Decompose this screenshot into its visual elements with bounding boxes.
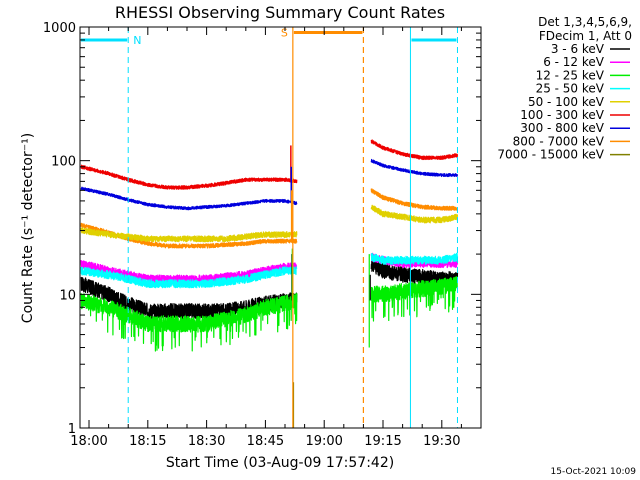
trace-12-25kev-seg2 (370, 276, 459, 322)
x-tick-label: 19:15 (364, 434, 401, 449)
trace-6-12kev-seg1 (80, 260, 298, 284)
legend: Det 1,3,4,5,6,9, FDecim 1, Att 0 3 - 6 k… (497, 15, 632, 162)
markers-layer: NS (79, 26, 458, 428)
legend-header-line2: FDecim 1, Att 0 (539, 29, 632, 43)
trace-100-300kev-seg1 (80, 164, 298, 190)
legend-entry-label: 12 - 25 keV (536, 68, 605, 82)
y-tick-label: 100 (51, 155, 76, 170)
legend-entry-label: 6 - 12 keV (543, 55, 605, 69)
trace-12-25kev-seg1 (80, 292, 298, 352)
plot-frame (79, 26, 482, 429)
x-tick-label: 18:00 (70, 434, 107, 449)
date-stamp: 15-Oct-2021 10:09 (551, 467, 637, 477)
y-tick-label: 10 (59, 288, 76, 303)
x-tick-label: 18:30 (188, 434, 225, 449)
trace-300-800kev-seg1 (80, 186, 298, 211)
x-tick-label: 18:45 (247, 434, 284, 449)
y-tick-label: 1000 (43, 21, 76, 36)
night-label: N (133, 34, 141, 47)
traces-layer (80, 139, 459, 428)
legend-entry-label: 7000 - 15000 keV (497, 148, 604, 162)
x-tick-label: 18:15 (129, 434, 166, 449)
y-tick-label: 1 (68, 422, 76, 437)
legend-entry-label: 25 - 50 keV (536, 82, 605, 96)
trace-100-300kev-seg2 (370, 139, 459, 161)
x-tick-label: 19:30 (423, 434, 460, 449)
x-axis-label: Start Time (03-Aug-09 17:57:42) (166, 455, 394, 471)
legend-entry-label: 800 - 7000 keV (513, 134, 605, 148)
trace-50-100kev-seg1 (80, 227, 298, 243)
x-tick-label: 19:00 (305, 434, 342, 449)
saa-label: S (281, 26, 288, 39)
legend-entry-label: 100 - 300 keV (520, 108, 604, 122)
trace-50-100kev-seg2 (370, 204, 459, 224)
chart-title: RHESSI Observing Summary Count Rates (115, 3, 445, 22)
legend-header-line1: Det 1,3,4,5,6,9, (538, 15, 632, 29)
trace-25-50kev-seg1 (80, 266, 298, 289)
trace-25-50kev-seg2 (370, 252, 459, 265)
y-axis-label: Count Rate (s⁻¹ detector⁻¹) (20, 133, 36, 323)
legend-entry-label: 50 - 100 keV (528, 95, 605, 109)
trace-800-7000kev-seg2 (370, 188, 459, 211)
axes-layer: 18:00 18:15 18:30 18:45 19:00 19:15 19:30 1 10 10… (43, 21, 482, 449)
trace-300-800kev-seg2 (370, 158, 459, 178)
legend-entry-label: 3 - 6 keV (551, 42, 605, 56)
legend-entry-label: 300 - 800 keV (520, 121, 604, 135)
